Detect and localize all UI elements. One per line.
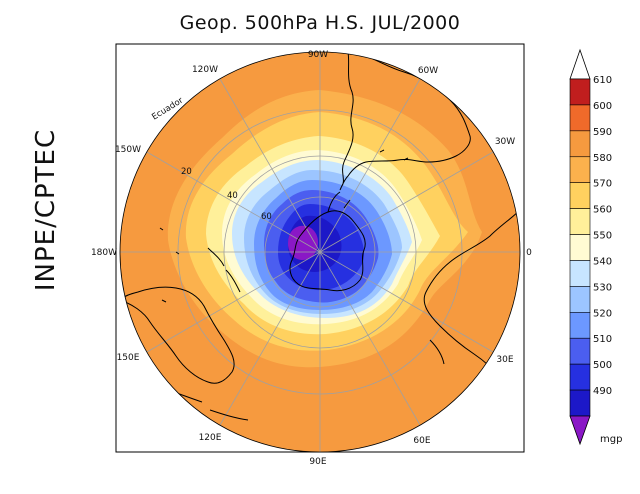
colorbar-tick-label: 550 xyxy=(593,231,612,242)
lat-label-60: 60 xyxy=(261,212,272,222)
colorbar-tick-label: 600 xyxy=(593,101,612,112)
australia-coast xyxy=(120,286,235,384)
madagascar-coast xyxy=(429,339,445,365)
lon-label-60e: 60E xyxy=(413,436,430,446)
colorbar-tick-label: 570 xyxy=(593,179,612,190)
islands xyxy=(159,149,409,303)
colorbar-segment xyxy=(569,156,591,183)
meridian-lines xyxy=(120,52,520,452)
geopotential-field xyxy=(120,52,520,452)
lon-label-120w: 120W xyxy=(192,65,218,75)
colorbar-tick-label: 490 xyxy=(593,386,612,397)
lon-label-60w: 60W xyxy=(418,66,438,76)
map-title: Geop. 500hPa H.S. JUL/2000 xyxy=(179,12,461,34)
lon-label-150w: 150W xyxy=(115,145,141,155)
colorbar-tick-label: 530 xyxy=(593,282,612,293)
colorbar-segment xyxy=(569,363,591,391)
colorbar-segment xyxy=(569,234,591,261)
colorbar-tick-label: 510 xyxy=(593,334,612,345)
colorbar-bottom-arrow xyxy=(569,415,591,446)
lon-label-180w: 180W xyxy=(91,248,117,258)
lon-label-150e: 150E xyxy=(117,353,140,363)
lon-label-120e: 120E xyxy=(199,433,222,443)
colorbar-segment xyxy=(569,260,591,287)
new-zealand-coast xyxy=(207,247,241,293)
colorbar-tick-label: 540 xyxy=(593,256,612,267)
colorbar-tick-label: 610 xyxy=(593,75,612,86)
colorbar-segment xyxy=(569,312,591,339)
lat-label-40: 40 xyxy=(227,191,238,201)
antarctica-coast xyxy=(289,210,366,292)
lon-label-30w: 30W xyxy=(495,137,515,147)
colorbar-tick-label: 580 xyxy=(593,153,612,164)
lon-label-30e: 30E xyxy=(496,355,513,365)
colorbar-segment xyxy=(569,337,591,365)
colorbar-segment xyxy=(569,286,591,313)
colorbar-segment xyxy=(569,104,591,132)
colorbar-segment xyxy=(569,389,591,417)
colorbar-top-arrow xyxy=(569,48,591,80)
colorbar-segment xyxy=(569,208,591,235)
colorbar-tick-label: 520 xyxy=(593,308,612,319)
colorbar-segment xyxy=(569,78,591,106)
map-disc-border xyxy=(119,51,521,453)
colorbar-segment xyxy=(569,182,591,209)
lat-label-20: 20 xyxy=(181,167,192,177)
parallel-circles xyxy=(177,109,463,395)
colorbar-tick-labels: 610 600 590 580 570 560 550 540 530 520 510 500 490 xyxy=(593,75,612,397)
lon-label-90w: 90W xyxy=(308,50,328,60)
contour-fill-470 xyxy=(288,225,318,260)
lon-label-90e: 90E xyxy=(309,457,326,467)
colorbar-tick-label: 590 xyxy=(593,127,612,138)
colorbar-tick-label: 500 xyxy=(593,360,612,371)
lon-label-0: 0 xyxy=(526,248,532,258)
antarctic-peninsula xyxy=(327,191,351,213)
colorbar-segments xyxy=(569,78,591,417)
colorbar-segment xyxy=(569,130,591,158)
colorbar-tick-label: 560 xyxy=(593,205,612,216)
colorbar-unit: mgp xyxy=(600,434,622,445)
